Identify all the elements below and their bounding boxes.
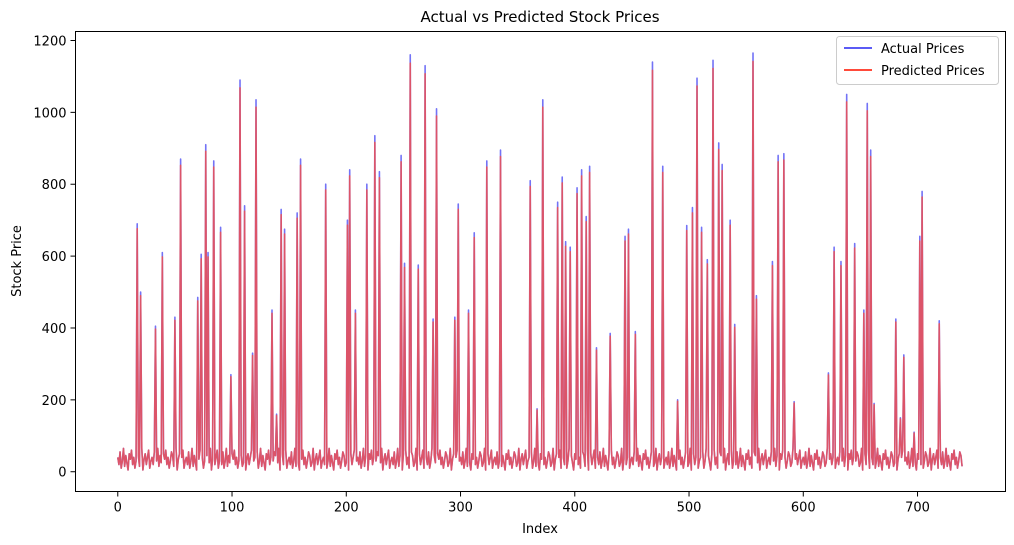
y-tick-label: 200 (42, 394, 67, 409)
x-tick-label: 500 (677, 501, 702, 516)
legend-label-predicted: Predicted Prices (881, 64, 985, 79)
x-tick-label: 600 (791, 501, 816, 516)
legend-label-actual: Actual Prices (881, 42, 965, 57)
legend-box (836, 36, 999, 85)
plot-area (75, 31, 1006, 492)
x-tick-label: 100 (220, 501, 245, 516)
x-axis: 0 100 200 300 400 500 600 700 (114, 491, 930, 516)
x-tick-label: 300 (448, 501, 473, 516)
legend: Actual Prices Predicted Prices (836, 36, 999, 85)
y-tick-label: 800 (42, 178, 67, 193)
y-tick-label: 600 (42, 250, 67, 265)
chart-title: Actual vs Predicted Stock Prices (420, 8, 659, 26)
y-axis: 0 200 400 600 800 1000 1200 (33, 34, 76, 481)
y-tick-label: 400 (42, 322, 67, 337)
y-tick-label: 1200 (33, 34, 66, 49)
series-line-predicted (116, 60, 963, 471)
y-axis-title: Stock Price (10, 225, 25, 297)
y-tick-label: 1000 (33, 106, 66, 121)
x-tick-label: 0 (114, 501, 122, 516)
x-tick-label: 700 (905, 501, 930, 516)
x-axis-title: Index (522, 522, 558, 537)
y-tick-label: 0 (58, 466, 66, 481)
plot-frame (75, 31, 1006, 492)
series-layer (116, 52, 963, 471)
x-tick-label: 400 (562, 501, 587, 516)
x-tick-label: 200 (334, 501, 359, 516)
